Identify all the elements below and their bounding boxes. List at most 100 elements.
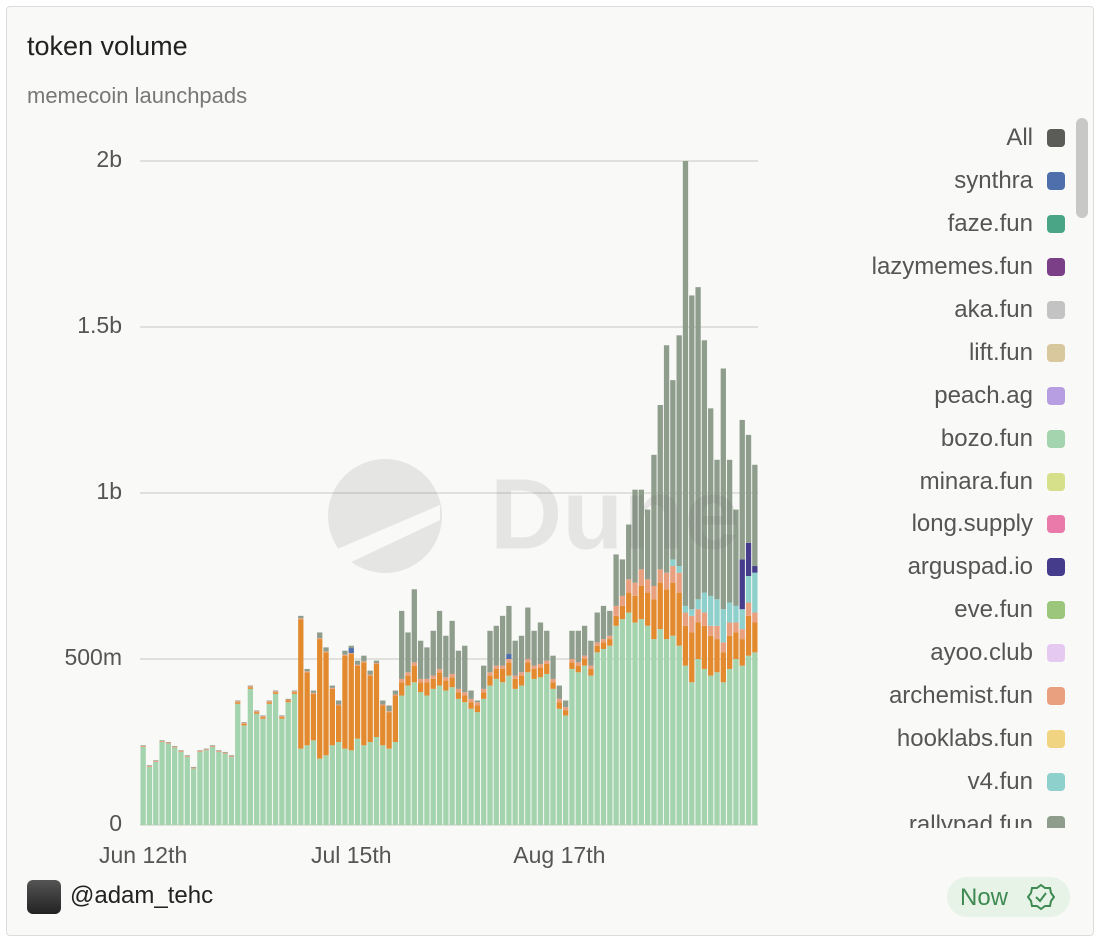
- bar-segment: [411, 665, 417, 683]
- bar-segment: [708, 675, 714, 825]
- bar-segment: [172, 747, 178, 825]
- bar-segment: [752, 464, 758, 567]
- bar-segment: [178, 750, 184, 751]
- legend-item[interactable]: arguspad.io: [780, 546, 1065, 589]
- legend-item[interactable]: hooklabs.fun: [780, 717, 1065, 760]
- legend-swatch: [1047, 215, 1065, 234]
- bar-segment: [588, 665, 594, 669]
- bar-segment: [291, 690, 298, 692]
- bar-segment: [197, 750, 203, 751]
- bar-segment: [285, 700, 291, 703]
- x-tick-label: Jul 15th: [311, 842, 392, 868]
- bar-segment: [644, 625, 651, 825]
- bar-segment: [399, 610, 405, 679]
- bar-segment: [506, 662, 512, 676]
- bar-segment: [443, 677, 449, 681]
- bar-segment: [298, 619, 304, 749]
- bar-segment: [550, 655, 556, 679]
- bar-segment: [689, 615, 695, 633]
- bar-segment: [266, 700, 272, 702]
- bar-segment: [626, 579, 632, 593]
- author[interactable]: @adam_tehc: [70, 882, 214, 909]
- bar-segment: [550, 682, 556, 689]
- bar-segment: [613, 625, 619, 825]
- bar-segment: [701, 340, 708, 593]
- bar-segment: [222, 752, 228, 754]
- bar-segment: [254, 711, 260, 713]
- bar-segment: [714, 672, 720, 825]
- legend-label: rallypad.fun: [908, 810, 1033, 828]
- legend-item[interactable]: rallypad.fun: [780, 803, 1065, 828]
- bar-segment: [216, 750, 222, 751]
- bar-segment: [745, 655, 752, 825]
- legend-item[interactable]: eve.fun: [780, 589, 1065, 632]
- bar-segment: [254, 710, 260, 712]
- bar-segment: [430, 678, 436, 689]
- bar-segment: [310, 740, 317, 825]
- bar-segment: [720, 368, 726, 610]
- bar-segment: [550, 688, 556, 825]
- legend-label: ayoo.club: [930, 639, 1033, 667]
- legend-item[interactable]: synthra: [780, 160, 1065, 203]
- bar-segment: [209, 745, 216, 747]
- bar-segment: [714, 459, 720, 600]
- bar-segment: [241, 722, 247, 723]
- legend-swatch: [1047, 429, 1065, 448]
- bar-segment: [626, 612, 632, 825]
- bar-segment: [405, 632, 411, 673]
- bar-segment: [493, 625, 499, 666]
- legend-item[interactable]: archemist.fun: [780, 675, 1065, 718]
- legend-item[interactable]: peach.ag: [780, 374, 1065, 417]
- bar-segment: [544, 673, 550, 825]
- bar-segment: [739, 665, 745, 825]
- bar-segment: [285, 702, 291, 825]
- watermark-logo-stripe: [335, 505, 440, 565]
- bar-segment: [563, 700, 569, 708]
- bar-segment: [499, 665, 506, 669]
- bar-segment: [474, 712, 481, 825]
- bar-segment: [140, 746, 146, 825]
- legend-item[interactable]: minara.fun: [780, 460, 1065, 503]
- bar-segment: [443, 635, 449, 678]
- bar-segment: [695, 659, 701, 825]
- bar-segment: [468, 708, 474, 825]
- legend-item[interactable]: ayoo.club: [780, 632, 1065, 675]
- legend-item[interactable]: All: [780, 117, 1065, 160]
- bar-segment: [512, 675, 518, 679]
- bar-segment: [682, 625, 689, 666]
- bar-segment: [190, 767, 197, 769]
- bar-segment: [600, 642, 607, 650]
- bar-segment: [512, 640, 518, 676]
- bars: [140, 161, 758, 825]
- legend-item[interactable]: long.supply: [780, 503, 1065, 546]
- bar-segment: [537, 622, 544, 664]
- bar-segment: [481, 698, 487, 825]
- bar-segment: [487, 675, 493, 686]
- bar-segment: [367, 670, 373, 675]
- legend-item[interactable]: lift.fun: [780, 331, 1065, 374]
- bar-segment: [481, 692, 487, 699]
- legend-item[interactable]: v4.fun: [780, 760, 1065, 803]
- bar-segment: [670, 635, 676, 825]
- bar-segment: [443, 680, 449, 691]
- bar-segment: [537, 663, 544, 668]
- bar-segment: [430, 675, 436, 679]
- legend-item[interactable]: bozo.fun: [780, 417, 1065, 460]
- legend-item[interactable]: faze.fun: [780, 203, 1065, 246]
- bar-segment: [140, 745, 146, 746]
- bar-segment: [512, 678, 518, 689]
- bar-segment: [638, 489, 644, 570]
- bar-segment: [272, 690, 279, 692]
- bar-segment: [644, 579, 651, 593]
- bar-segment: [203, 748, 209, 750]
- bar-segment: [550, 678, 556, 683]
- legend-label: archemist.fun: [888, 682, 1033, 710]
- bar-segment: [424, 647, 430, 679]
- legend-item[interactable]: lazymemes.fun: [780, 246, 1065, 289]
- bar-segment: [430, 688, 436, 825]
- bar-segment: [392, 690, 399, 695]
- bar-segment: [430, 630, 436, 676]
- bar-segment: [638, 585, 644, 620]
- bar-segment: [506, 659, 512, 663]
- legend-item[interactable]: aka.fun: [780, 289, 1065, 332]
